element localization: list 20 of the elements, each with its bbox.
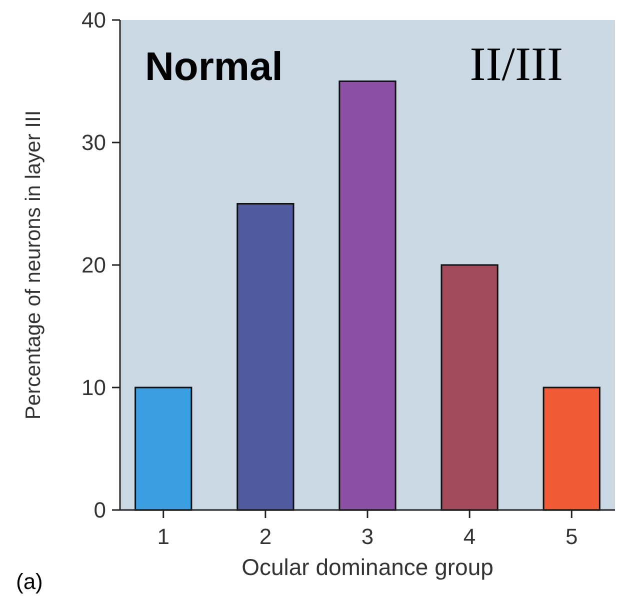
bar xyxy=(236,203,294,511)
x-tick-label: 5 xyxy=(566,524,578,549)
y-tick-label: 40 xyxy=(82,8,106,33)
y-axis-title: Percentage of neurons in layer III xyxy=(22,110,45,420)
x-tick-label: 1 xyxy=(157,524,170,549)
bar xyxy=(440,264,498,511)
text: (a) xyxy=(16,569,43,594)
bar xyxy=(134,386,192,511)
y-tick-label: 20 xyxy=(82,252,106,278)
annotation: II/III xyxy=(470,38,563,91)
x-tick-label: 3 xyxy=(361,524,374,549)
x-axis-title: Ocular dominance group xyxy=(242,554,494,580)
x-tick-label: 4 xyxy=(463,524,476,549)
x-tick-label: 2 xyxy=(259,524,272,549)
y-tick-label: 30 xyxy=(82,130,106,156)
bar xyxy=(542,386,600,511)
y-tick-label: 0 xyxy=(94,498,106,523)
annotation: Normal xyxy=(145,45,283,89)
y-tick-label: 10 xyxy=(82,375,106,400)
bar xyxy=(338,80,396,511)
